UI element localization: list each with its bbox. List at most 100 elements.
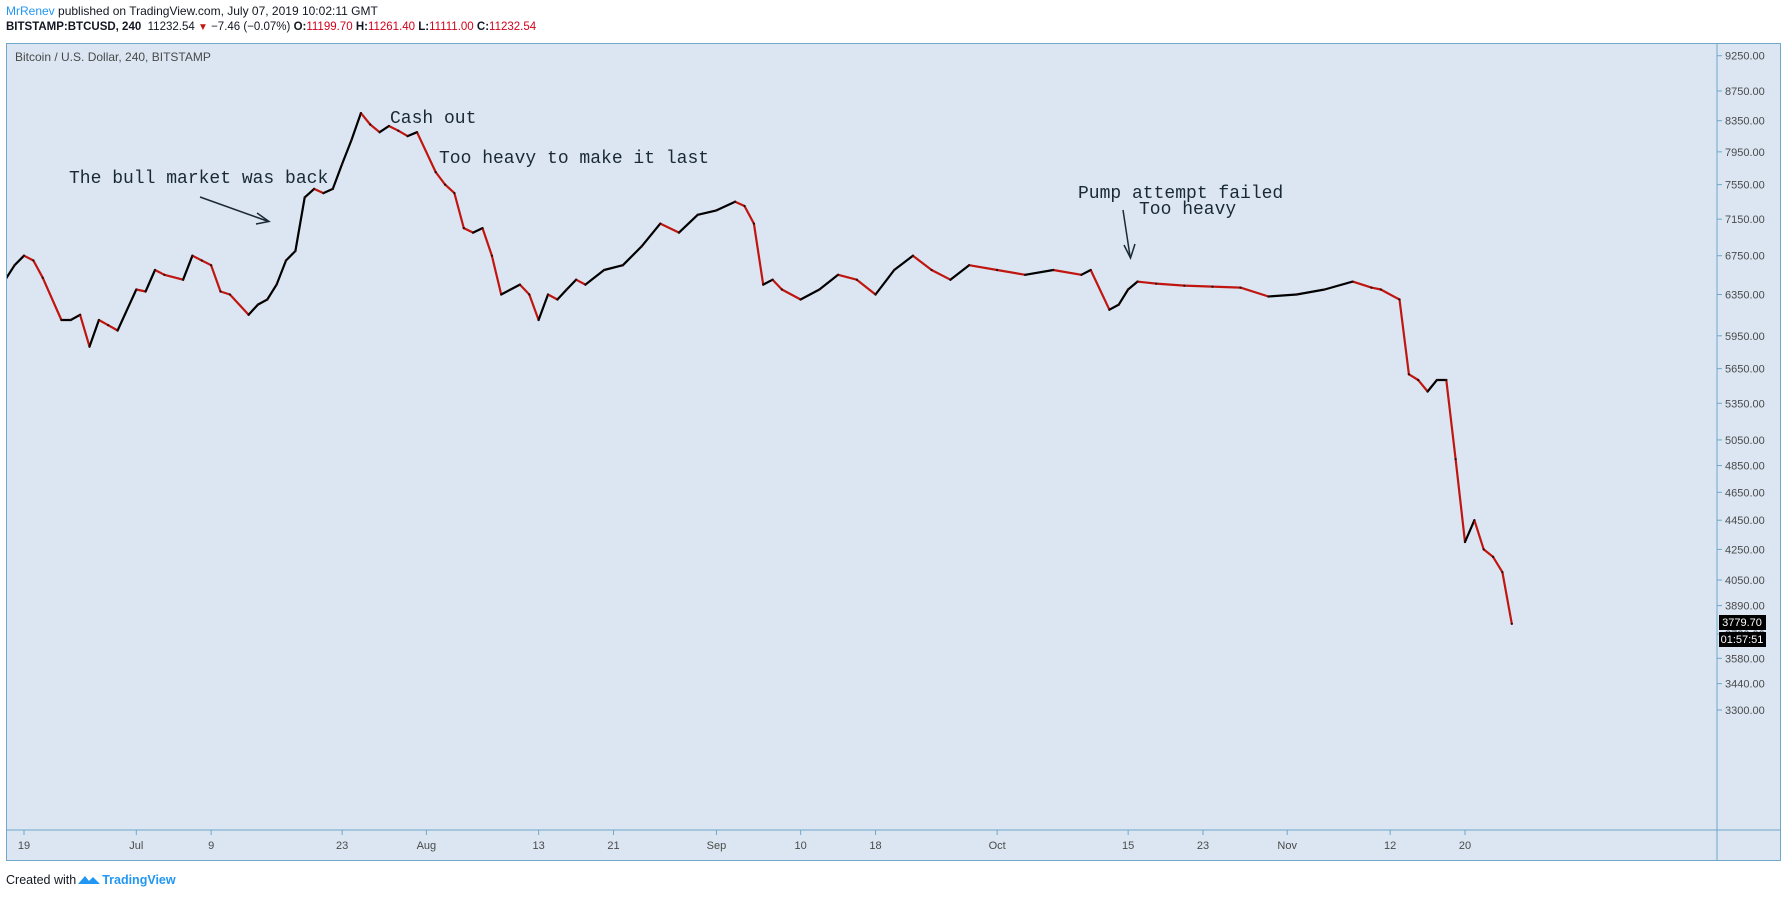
price-point	[1473, 519, 1476, 522]
annotation-bull-market: The bull market was back	[69, 169, 328, 189]
y-tick-label: 6750.00	[1725, 251, 1765, 263]
x-tick-label: 9	[208, 840, 214, 852]
price-point	[331, 187, 334, 190]
price-segment-up	[294, 196, 306, 253]
price-axis[interactable]: 9250.00 8750.00 8350.00 7950.00 7550.00 7150.…	[1717, 51, 1765, 717]
price-segment-up	[677, 213, 699, 234]
price-point	[677, 231, 681, 234]
y-tick-label: 5950.00	[1725, 331, 1765, 343]
price-segment-up	[696, 209, 718, 216]
price-point	[453, 192, 456, 195]
high-label: H:	[355, 21, 368, 33]
open-label: O:	[293, 21, 307, 33]
price-point	[462, 227, 465, 230]
price-segment-down	[135, 288, 147, 293]
price-point	[69, 318, 72, 322]
chart-frame[interactable]: 9250.00 8750.00 8350.00 7950.00 7550.00 7150.…	[6, 43, 1781, 861]
price-point	[509, 288, 512, 291]
x-tick-label: 21	[607, 840, 619, 852]
price-segment-down	[434, 171, 447, 186]
price-point	[191, 254, 194, 257]
price-segment-up	[1108, 303, 1120, 311]
y-tick-label: 4250.00	[1725, 544, 1765, 556]
price-point	[949, 278, 952, 281]
price-point	[144, 290, 147, 293]
price-point	[79, 313, 82, 316]
price-point	[911, 254, 915, 257]
x-tick-label: 15	[1122, 840, 1134, 852]
symbol-line: BITSTAMP:BTCUSD, 240 11232.54 ▼ −7.46 (−…	[6, 21, 536, 33]
chart-title: Bitcoin / U.S. Dollar, 240, BITSTAMP	[15, 50, 211, 64]
price-point	[799, 298, 802, 301]
time-axis[interactable]: 19 Jul 9 23 Aug 13 21 Sep 10 18 Oct 15 23 Nov 12 20	[18, 830, 1471, 852]
price-point	[247, 313, 250, 316]
price-point	[1370, 286, 1373, 289]
tradingview-link[interactable]: TradingView	[102, 873, 176, 887]
annotation-too-heavy-last: Too heavy to make it last	[439, 149, 709, 169]
last-price: 11232.54	[147, 21, 195, 33]
price-point	[1426, 390, 1429, 393]
price-point	[556, 298, 559, 301]
price-point	[1435, 378, 1438, 382]
price-chart[interactable]: 9250.00 8750.00 8350.00 7950.00 7550.00 7150.…	[7, 44, 1780, 860]
price-point	[1482, 548, 1485, 551]
y-tick-label: 4050.00	[1725, 575, 1765, 587]
price-segment-up	[799, 288, 821, 301]
price-point	[1052, 268, 1055, 272]
price-point	[200, 259, 203, 262]
x-tick-label: 23	[336, 840, 348, 852]
price-point	[621, 264, 625, 267]
price-segment-down	[97, 318, 110, 327]
price-point	[350, 138, 353, 142]
price-segment-down	[574, 278, 587, 286]
last-price-tag: 3779.70 01:57:51	[1719, 615, 1766, 647]
price-point	[818, 288, 821, 291]
y-tick-label: 4850.00	[1725, 461, 1765, 473]
price-segment-down	[911, 254, 933, 272]
price-point	[163, 273, 166, 276]
price-point	[565, 288, 568, 291]
price-segment-down	[1379, 288, 1401, 301]
price-segment-down	[453, 192, 465, 230]
price-point	[1136, 280, 1139, 283]
price-segment-up	[378, 124, 390, 134]
price-segment-up	[1463, 519, 1476, 544]
price-point	[41, 276, 44, 279]
price-point	[1407, 373, 1410, 376]
price-point	[1108, 308, 1111, 311]
last-price-label: 3779.70	[1722, 617, 1762, 629]
price-segment-down	[995, 268, 1027, 276]
price-series	[7, 111, 1513, 625]
price-point	[930, 268, 933, 272]
price-point	[1351, 280, 1354, 283]
price-point	[968, 264, 971, 267]
price-point	[1183, 284, 1186, 287]
price-point	[341, 162, 344, 166]
price-point	[1417, 378, 1420, 382]
price-segment-up	[1126, 280, 1139, 291]
price-segment-up	[256, 298, 269, 306]
price-segment-down	[163, 273, 185, 281]
price-segment-up	[7, 264, 16, 280]
price-point	[135, 288, 138, 291]
price-point	[640, 245, 643, 248]
price-segment-down	[200, 259, 213, 267]
price-segment-up	[500, 288, 512, 296]
price-segment-down	[546, 293, 559, 301]
price-point	[546, 293, 550, 296]
price-segment-up	[331, 162, 344, 190]
price-segment-down	[462, 227, 475, 234]
price-point	[313, 187, 316, 190]
price-point	[97, 318, 100, 322]
price-point	[397, 129, 400, 132]
x-tick-label: Sep	[707, 840, 727, 852]
price-segment-up	[621, 245, 643, 267]
price-point	[116, 329, 119, 332]
price-segment-down	[1417, 378, 1429, 393]
price-point	[60, 318, 63, 322]
price-segment-up	[640, 222, 662, 248]
high-value: 11261.40	[367, 21, 416, 33]
price-segment-down	[481, 227, 493, 257]
price-segment-down	[1052, 268, 1083, 276]
author-link[interactable]: MrRenev	[6, 4, 55, 18]
